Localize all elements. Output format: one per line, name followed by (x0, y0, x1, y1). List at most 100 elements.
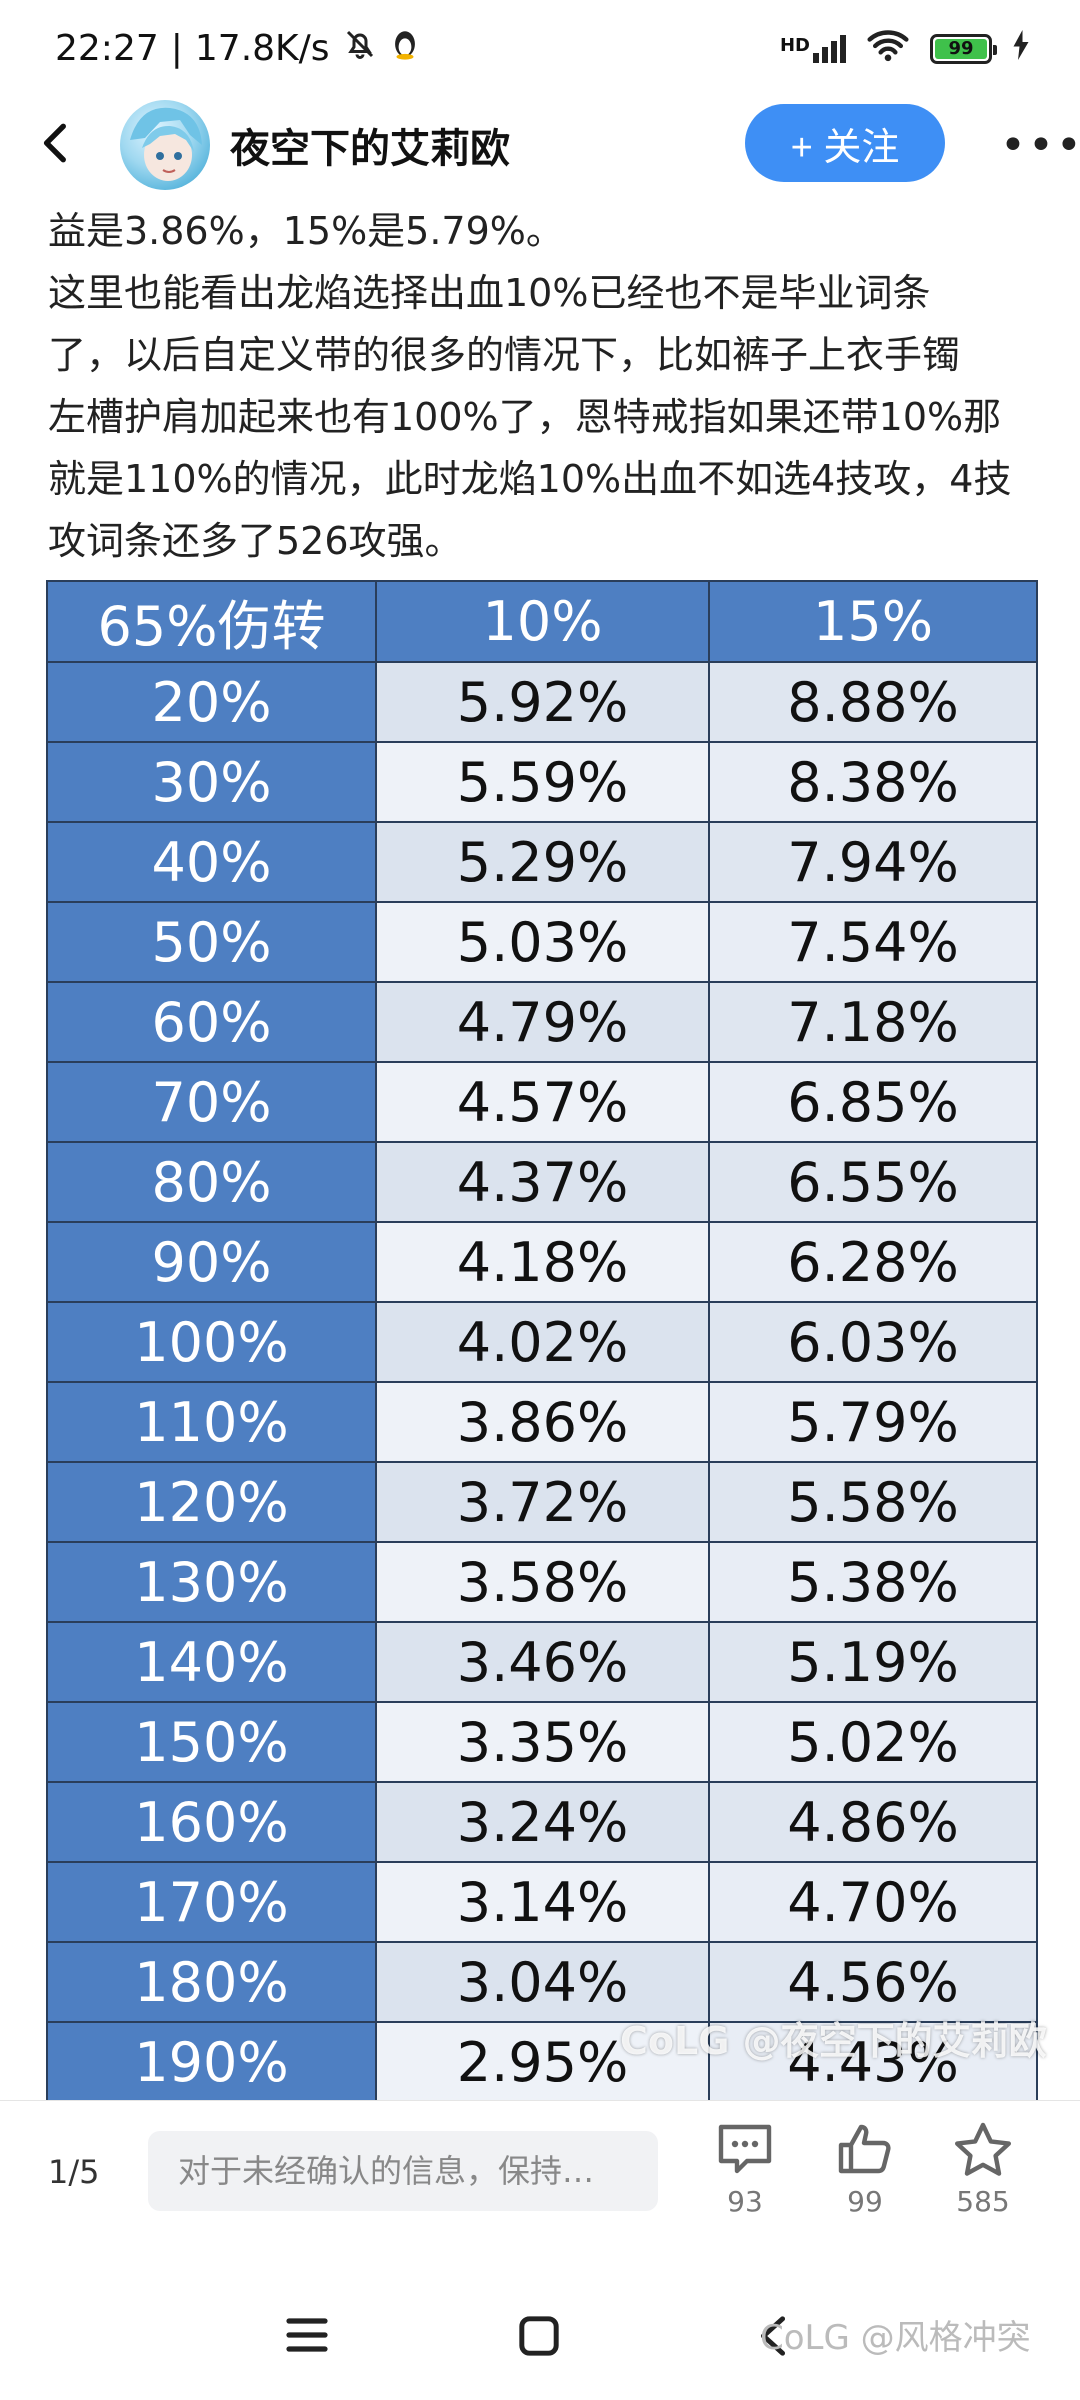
table-row: 90% 4.18% 6.28% (46, 1221, 1038, 1303)
table-cell: 3.72% (375, 1461, 710, 1543)
table-row: 100% 4.02% 6.03% (46, 1301, 1038, 1383)
table-header-cell: 15% (708, 580, 1038, 663)
table-row: 60% 4.79% 7.18% (46, 981, 1038, 1063)
table-cell: 5.58% (708, 1461, 1038, 1543)
mute-bell-icon (342, 26, 378, 71)
star-icon (955, 2122, 1011, 2176)
table-body: 20% 5.92% 8.88% 30% 5.59% 8.38% 40% 5.29% 7.94% 5… (46, 661, 1038, 2103)
table-cell: 100% (46, 1301, 377, 1383)
table-cell: 6.28% (708, 1221, 1038, 1303)
table-row: 140% 3.46% 5.19% (46, 1621, 1038, 1703)
table-cell: 120% (46, 1461, 377, 1543)
penguin-icon (390, 27, 420, 70)
table-cell: 4.79% (375, 981, 710, 1063)
table-cell: 4.37% (375, 1141, 710, 1223)
table-cell: 80% (46, 1141, 377, 1223)
signal-icon: HD (779, 34, 846, 63)
table-cell: 4.56% (708, 1941, 1038, 2023)
author-name[interactable]: 夜空下的艾莉欧 (230, 126, 510, 172)
content-line: 就是110%的情况，此时龙焰10%出血不如选4技攻，4技 (48, 457, 1012, 501)
page-indicator: 1/5 (48, 2153, 100, 2191)
comment-input[interactable]: 对于未经确认的信息，保持… (148, 2131, 658, 2211)
table-cell: 50% (46, 901, 377, 983)
comment-count: 93 (727, 2185, 763, 2218)
table-cell: 5.02% (708, 1701, 1038, 1783)
follow-button[interactable]: + 关注 (745, 104, 945, 182)
table-cell: 20% (46, 661, 377, 743)
status-right: HD 99 (780, 28, 1030, 69)
more-options-icon[interactable]: ••• (1000, 120, 1080, 171)
table-cell: 140% (46, 1621, 377, 1703)
image-watermark: CoLG @夜空下的艾莉欧 (620, 2019, 1047, 2063)
home-nav-button[interactable] (518, 2315, 560, 2361)
table-row: 50% 5.03% 7.54% (46, 901, 1038, 983)
content-line: 了，以后自定义带的很多的情况下，比如裤子上衣手镯 (48, 333, 961, 377)
favorite-button[interactable]: 585 (933, 2121, 1033, 2218)
table-header-cell: 65%伤转 (46, 580, 377, 663)
table-cell: 150% (46, 1701, 377, 1783)
content-line: 左槽护肩加起来也有100%了，恩特戒指如果还带10%那 (48, 395, 1002, 439)
content-line: 攻词条还多了526攻强。 (48, 519, 463, 563)
table-cell: 5.03% (375, 901, 710, 983)
table-row: 40% 5.29% 7.94% (46, 821, 1038, 903)
comment-button[interactable]: 93 (695, 2121, 795, 2218)
table-cell: 3.35% (375, 1701, 710, 1783)
table-cell: 7.54% (708, 901, 1038, 983)
thumbs-up-icon (838, 2124, 891, 2174)
charging-icon (1012, 30, 1030, 67)
table-row: 120% 3.72% 5.58% (46, 1461, 1038, 1543)
table-cell: 4.02% (375, 1301, 710, 1383)
signal-hd-label: HD (779, 34, 810, 56)
status-divider: | (170, 28, 183, 69)
damage-table[interactable]: 65%伤转 10% 15% 20% 5.92% 8.88% 30% 5.59% 8.38%… (46, 580, 1038, 2103)
table-row: 70% 4.57% 6.85% (46, 1061, 1038, 1143)
table-cell: 6.55% (708, 1141, 1038, 1223)
table-cell: 7.94% (708, 821, 1038, 903)
page-watermark: CoLG @风格冲突 (760, 2318, 1031, 2358)
action-bar: 1/5 对于未经确认的信息，保持… 93 99 585 (0, 2100, 1080, 2261)
table-row: 170% 3.14% 4.70% (46, 1861, 1038, 1943)
chevron-left-icon (760, 2316, 786, 2356)
table-row: 80% 4.37% 6.55% (46, 1141, 1038, 1223)
table-row: 130% 3.58% 5.38% (46, 1541, 1038, 1623)
table-cell: 130% (46, 1541, 377, 1623)
status-speed: 17.8K/s (194, 28, 330, 69)
table-row: 20% 5.92% 8.88% (46, 661, 1038, 743)
table-cell: 5.92% (375, 661, 710, 743)
table-cell: 160% (46, 1781, 377, 1863)
table-cell: 3.58% (375, 1541, 710, 1623)
menu-nav-button[interactable] (285, 2315, 329, 2359)
like-button[interactable]: 99 (815, 2121, 915, 2218)
table-cell: 4.57% (375, 1061, 710, 1143)
chevron-left-icon (43, 123, 66, 163)
table-cell: 7.18% (708, 981, 1038, 1063)
table-cell: 5.38% (708, 1541, 1038, 1623)
table-row: 110% 3.86% 5.79% (46, 1381, 1038, 1463)
content-line: 这里也能看出龙焰选择出血10%已经也不是毕业词条 (48, 271, 931, 315)
wifi-icon (866, 28, 910, 69)
menu-icon (286, 2318, 328, 2352)
table-cell: 4.70% (708, 1861, 1038, 1943)
battery-icon: 99 (930, 33, 997, 64)
status-bar: 22:27 | 17.8K/s HD 99 (0, 0, 1080, 100)
back-button[interactable] (32, 118, 82, 168)
table-cell: 3.86% (375, 1381, 710, 1463)
post-header: 夜空下的艾莉欧 + 关注 ••• (0, 100, 1080, 190)
table-cell: 6.03% (708, 1301, 1038, 1383)
table-cell: 3.04% (375, 1941, 710, 2023)
author-avatar[interactable] (120, 100, 210, 190)
table-cell: 110% (46, 1381, 377, 1463)
battery-level: 99 (935, 38, 987, 59)
table-cell: 5.59% (375, 741, 710, 823)
table-cell: 4.18% (375, 1221, 710, 1303)
back-nav-button[interactable] (755, 2315, 791, 2361)
table-cell: 30% (46, 741, 377, 823)
table-cell: 5.29% (375, 821, 710, 903)
table-row: 150% 3.35% 5.02% (46, 1701, 1038, 1783)
content-line: 益是3.86%，15%是5.79%。 (48, 209, 564, 253)
table-cell: 180% (46, 1941, 377, 2023)
table-row: 190% 2.95% 4.43% (46, 2021, 1038, 2103)
table-cell: 40% (46, 821, 377, 903)
table-cell: 8.38% (708, 741, 1038, 823)
table-header-cell: 10% (375, 580, 710, 663)
